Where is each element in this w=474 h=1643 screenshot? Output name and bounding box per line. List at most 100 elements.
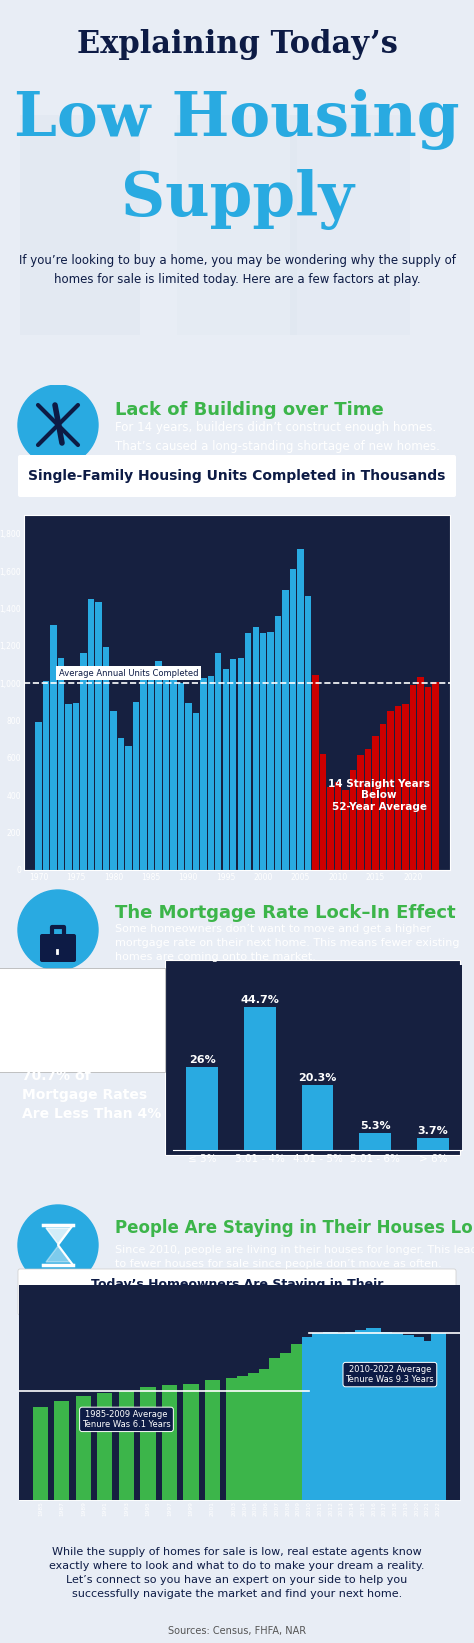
Bar [133, 702, 139, 871]
Bar [432, 682, 438, 871]
Bar [380, 723, 386, 871]
Bar [297, 549, 304, 871]
Text: 1985-2009 Average
Tenure Was 6.1 Years: 1985-2009 Average Tenure Was 6.1 Years [82, 1410, 171, 1429]
Bar [178, 682, 184, 871]
Bar [267, 633, 274, 871]
Circle shape [18, 384, 98, 465]
Text: For 14 years, builders didn’t construct enough homes.
That’s caused a long-stand: For 14 years, builders didn’t construct … [115, 421, 440, 453]
Bar [290, 568, 296, 871]
Bar [88, 600, 94, 871]
Text: 20.3%: 20.3% [299, 1073, 337, 1083]
Bar [248, 1374, 263, 1500]
Bar [388, 1334, 403, 1500]
Bar [155, 660, 162, 871]
Bar [140, 667, 146, 871]
Bar [119, 1390, 134, 1500]
Bar [312, 1334, 328, 1500]
Text: Some homeowners don’t want to move and get a higher
mortgage rate on their next : Some homeowners don’t want to move and g… [115, 923, 459, 963]
Bar [431, 1334, 446, 1500]
Bar [237, 659, 244, 871]
Text: While the supply of homes for sale is low, real estate agents know
exactly where: While the supply of homes for sale is lo… [49, 1548, 425, 1599]
Text: Average Annual Units Completed: Average Annual Units Completed [59, 669, 198, 677]
Bar [399, 1336, 413, 1500]
Bar [280, 1354, 295, 1500]
Bar [410, 685, 416, 871]
Bar [237, 1377, 252, 1500]
Bar [302, 1337, 317, 1500]
Bar [170, 669, 176, 871]
Bar [103, 647, 109, 871]
Text: 70.7% of
Mortgage Rates
Are Less Than 4%: 70.7% of Mortgage Rates Are Less Than 4% [22, 1068, 161, 1122]
Text: People Are Staying in Their Houses Longer: People Are Staying in Their Houses Longe… [115, 1219, 474, 1237]
Bar [377, 1331, 392, 1500]
Bar [140, 1387, 155, 1500]
Bar [55, 1401, 70, 1500]
Bar [43, 680, 49, 871]
Bar [148, 670, 154, 871]
Bar [192, 713, 199, 871]
Bar [260, 633, 266, 871]
Bar [245, 633, 251, 871]
Circle shape [18, 1204, 98, 1285]
Text: Today’s Homeowners Are Staying in Their
Houses for an Average of 9+ Years: Today’s Homeowners Are Staying in Their … [91, 1278, 383, 1306]
Bar [359, 1134, 391, 1150]
Bar [290, 115, 410, 335]
Bar [417, 677, 424, 871]
Bar [312, 675, 319, 871]
Bar [334, 1334, 349, 1500]
Bar [58, 659, 64, 871]
Text: Since 2010, people are living in their houses for longer. This leads
to fewer ho: Since 2010, people are living in their h… [115, 1245, 474, 1268]
FancyBboxPatch shape [18, 455, 456, 496]
Bar [33, 1406, 48, 1500]
Bar [125, 746, 132, 871]
Text: Sources: Census, FHFA, NAR: Sources: Census, FHFA, NAR [168, 1627, 306, 1636]
Text: 44.7%: 44.7% [240, 996, 279, 1006]
Bar [342, 790, 349, 871]
Bar [65, 703, 72, 871]
Bar [253, 626, 259, 871]
Bar [283, 590, 289, 871]
Bar [425, 687, 431, 871]
Bar [110, 711, 117, 871]
Bar [186, 1066, 218, 1150]
Polygon shape [46, 1227, 70, 1244]
Text: Supply: Supply [120, 169, 354, 230]
FancyBboxPatch shape [18, 1268, 456, 1314]
Bar [205, 1380, 220, 1500]
Text: Explaining Today’s: Explaining Today’s [77, 30, 397, 61]
Bar [215, 654, 221, 871]
Bar [208, 675, 214, 871]
Bar [81, 652, 87, 871]
Bar [230, 659, 237, 871]
Bar [162, 1385, 177, 1500]
Circle shape [18, 891, 98, 969]
Text: Lack of Building over Time: Lack of Building over Time [115, 401, 384, 419]
FancyBboxPatch shape [165, 960, 460, 1155]
Bar [365, 749, 371, 871]
Bar [328, 787, 334, 871]
Bar [163, 679, 169, 871]
Text: If you’re looking to buy a home, you may be wondering why the supply of
homes fo: If you’re looking to buy a home, you may… [18, 255, 456, 286]
Bar [402, 705, 409, 871]
Bar [76, 1397, 91, 1500]
Bar [357, 754, 364, 871]
Bar [409, 1337, 424, 1500]
Bar [420, 1341, 435, 1500]
Text: Current FHFA Loans
with Mortgage Rate
at Time of Origin: Current FHFA Loans with Mortgage Rate at… [22, 1001, 132, 1038]
Bar [275, 616, 282, 871]
FancyBboxPatch shape [40, 933, 76, 963]
Bar [50, 626, 57, 871]
Text: 26%: 26% [189, 1055, 215, 1065]
Text: Single-Family Housing Units Completed in Thousands: Single-Family Housing Units Completed in… [28, 468, 446, 483]
Bar [73, 703, 79, 871]
Bar [200, 677, 207, 871]
Bar [227, 1378, 242, 1500]
Bar [323, 1331, 338, 1500]
Bar [320, 754, 326, 871]
Bar [291, 1344, 306, 1500]
Bar [223, 669, 229, 871]
Text: 14 Straight Years
Below
52-Year Average: 14 Straight Years Below 52-Year Average [328, 779, 430, 812]
Bar [185, 703, 191, 871]
Bar [36, 721, 42, 871]
Bar [335, 782, 341, 871]
